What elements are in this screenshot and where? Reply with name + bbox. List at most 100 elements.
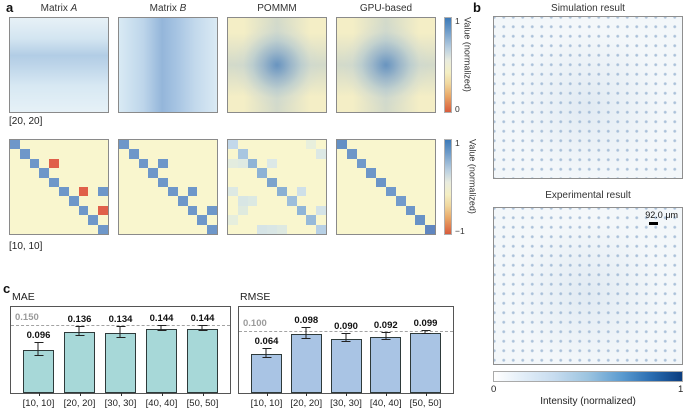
matrix-cell — [98, 196, 108, 205]
matrix-cell — [178, 149, 188, 158]
matrix-cell — [396, 168, 406, 177]
matrix-cell — [396, 140, 406, 149]
matrix-cell — [197, 187, 207, 196]
matrix-cell — [376, 149, 386, 158]
matrix-cell — [405, 205, 416, 216]
matrix-cell — [337, 206, 347, 215]
panel-a-label: a — [6, 0, 14, 15]
matrix-cell — [267, 224, 277, 234]
matrix-cell — [237, 158, 248, 169]
matrix-cell — [10, 215, 20, 224]
matrix-cell — [20, 196, 30, 205]
matrix-cell — [168, 225, 178, 234]
matrix-cell — [129, 187, 139, 196]
matrix-cell — [39, 196, 49, 205]
matrix-cell — [406, 140, 416, 149]
matrix-cell — [376, 225, 386, 234]
matrix-cell — [69, 140, 79, 149]
matrix-cell — [188, 215, 198, 224]
matrix-cell — [306, 196, 316, 205]
matrix-cell — [425, 178, 435, 187]
matrix-cell — [197, 178, 207, 187]
matrix-cell — [406, 225, 416, 234]
matrix-cell — [415, 187, 425, 196]
matrix-cell — [366, 196, 376, 205]
rmse-bars: 0.064 [10, 10] 0.098 [20, 20] 0.090 [30, 30] 0… — [239, 307, 453, 409]
matrix-cell — [357, 168, 367, 177]
matrix-cell — [425, 206, 435, 215]
heatmap-gpu-10 — [336, 139, 436, 235]
matrix-cell — [139, 168, 149, 177]
matrix-cell — [178, 168, 188, 177]
matrix-cell — [178, 159, 188, 168]
matrix-cell — [59, 186, 69, 197]
matrix-cell — [69, 168, 79, 177]
bar — [330, 338, 362, 393]
colorbar-row1-gradient — [444, 17, 452, 113]
matrix-cell — [79, 215, 89, 224]
matrix-cell — [129, 206, 139, 215]
matrix-cell — [228, 158, 238, 169]
matrix-cell — [228, 168, 238, 177]
matrix-cell — [357, 178, 367, 187]
matrix-cell — [158, 206, 168, 215]
matrix-cell — [138, 158, 149, 169]
matrix-cell — [366, 149, 376, 158]
matrix-cell — [197, 206, 207, 215]
matrix-cell — [248, 140, 258, 149]
bar — [410, 333, 441, 393]
pommm-title: POMMM — [257, 3, 297, 14]
matrix-cell — [39, 206, 49, 215]
matrix-cell — [386, 159, 396, 168]
matrix-cell — [98, 168, 108, 177]
matrix-cell — [197, 168, 207, 177]
matrix-cell — [168, 206, 178, 215]
matrix-cell — [386, 206, 396, 215]
matrix-cell — [119, 149, 129, 158]
matrix-cell — [277, 178, 287, 187]
matrix-cell — [337, 178, 347, 187]
matrix-cell — [238, 225, 248, 234]
matrix-cell — [337, 149, 347, 158]
matrix-cell — [306, 225, 316, 234]
matrix-cell — [69, 159, 79, 168]
matrix-cell — [139, 206, 149, 215]
matrix-cell — [187, 186, 198, 197]
matrix-cell — [297, 225, 307, 234]
matrix-cell — [98, 215, 108, 224]
bar-group: 0.099 [50, 50] — [410, 307, 442, 409]
matrix-cell — [347, 196, 357, 205]
matrix-cell — [357, 149, 367, 158]
matrix-cell — [197, 225, 207, 234]
matrix-cell — [297, 140, 307, 149]
matrix-cell — [148, 215, 158, 224]
matrix-cell — [69, 149, 79, 158]
matrix-cell — [79, 140, 89, 149]
matrix-cell — [267, 140, 277, 149]
matrix-cell — [79, 225, 89, 234]
error-bar — [75, 326, 84, 337]
matrix-cell — [257, 187, 267, 196]
matrix-cell — [366, 159, 376, 168]
matrix-cell — [129, 178, 139, 187]
matrix-cell — [158, 187, 168, 196]
bar-value: 0.136 — [67, 314, 92, 326]
matrix-cell — [79, 159, 89, 168]
matrix-cell — [98, 140, 108, 149]
bar — [64, 332, 95, 393]
simulation-result-title: Simulation result — [551, 3, 625, 14]
heatmap-matrix-a-20 — [9, 17, 109, 113]
matrix-cell — [119, 215, 129, 224]
matrix-cell — [406, 187, 416, 196]
matrix-cell — [98, 224, 108, 234]
bar — [146, 328, 177, 393]
matrix-cell — [20, 159, 30, 168]
matrix-cell — [425, 196, 435, 205]
matrix-cell — [316, 149, 326, 159]
matrix-cell — [49, 168, 59, 177]
error-bar — [421, 329, 430, 335]
matrix-cell — [148, 159, 158, 168]
matrix-cell — [316, 187, 326, 196]
matrix-cell — [228, 149, 238, 158]
matrix-cell — [277, 215, 287, 224]
